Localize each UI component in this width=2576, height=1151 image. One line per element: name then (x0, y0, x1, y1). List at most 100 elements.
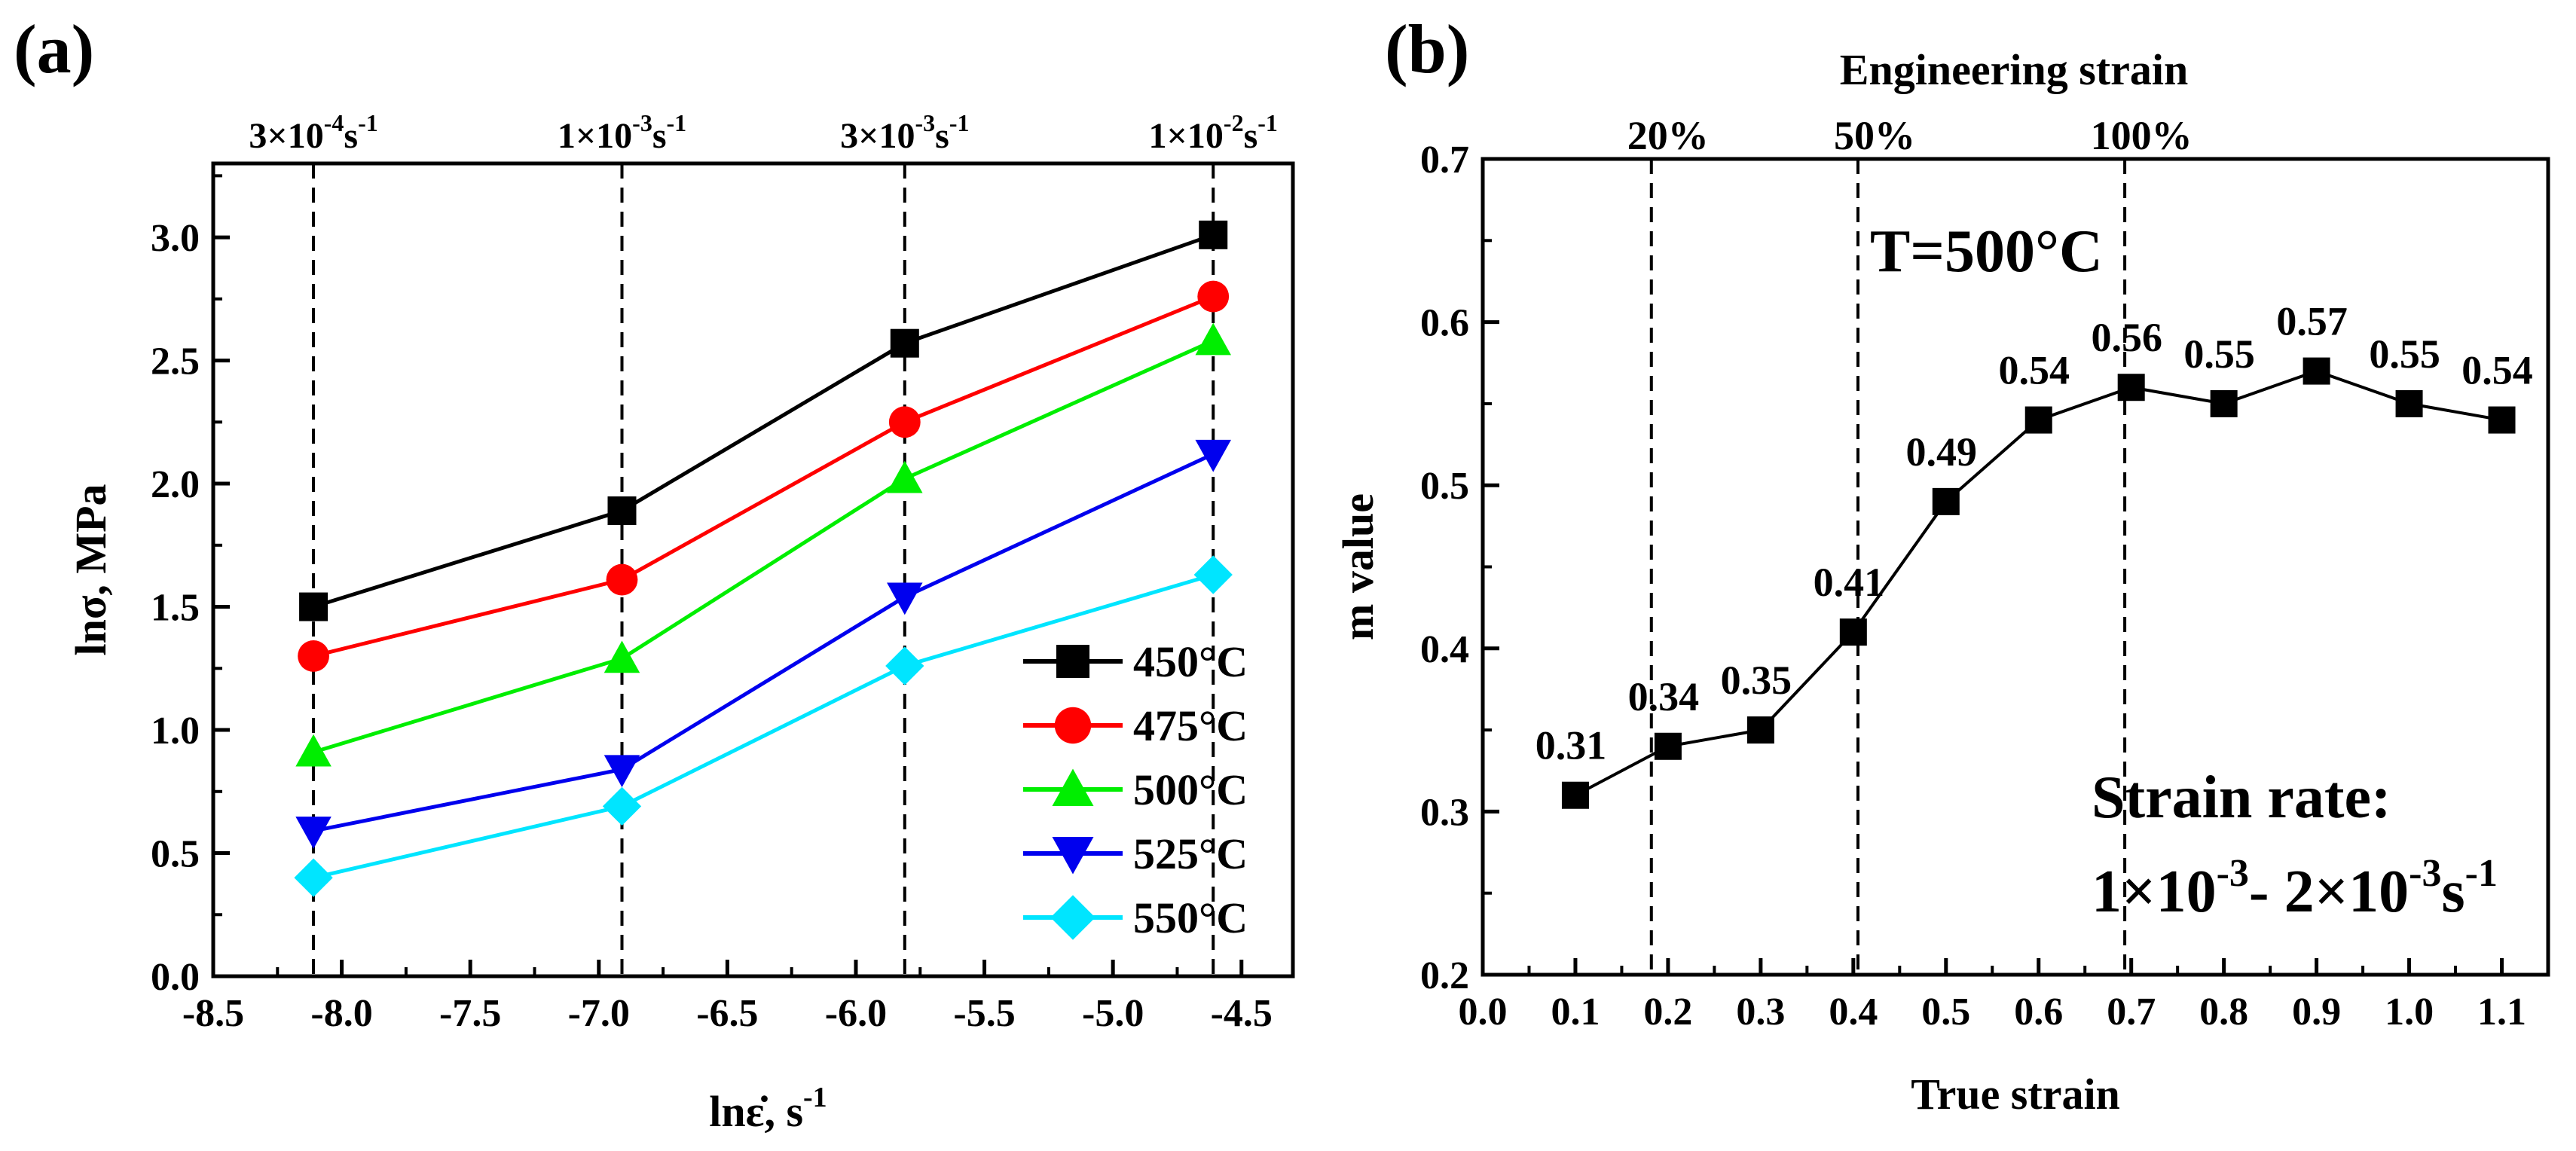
legend-marker-1 (1054, 707, 1092, 744)
series-0-point-2 (890, 328, 919, 358)
series-0-point-0 (299, 592, 328, 621)
top-axis-title-b: Engineering strain (1840, 45, 2188, 94)
series-3-point-0 (295, 817, 332, 849)
top-label-b: 20% (1627, 113, 1709, 158)
m-value-point-2 (1746, 716, 1774, 744)
x-tick-label-a: -8.0 (310, 992, 372, 1035)
m-value-point-5 (2024, 406, 2052, 434)
y-tick-label-b: 0.6 (1420, 302, 1469, 345)
x-tick-label-a: -5.0 (1082, 992, 1144, 1035)
m-value-point-4 (1932, 487, 1960, 515)
series-0-point-1 (607, 496, 637, 526)
series-3-point-2 (887, 582, 923, 615)
x-tick-label-a: -4.5 (1211, 992, 1273, 1035)
top-label-a: 1×10-3s-1 (558, 109, 686, 156)
m-value-point-6 (2117, 374, 2145, 401)
strain-rate-value: 1×10-3- 2×10-3s-1 (2092, 852, 2498, 925)
legend-label-3: 525°C (1133, 829, 1248, 878)
y-tick-label-b: 0.7 (1420, 139, 1469, 182)
data-label-b: 0.31 (1536, 723, 1607, 768)
series-line-0 (313, 233, 1215, 609)
top-label-a: 3×10-3s-1 (840, 109, 969, 156)
m-value-line (1575, 369, 2502, 797)
y-tick-label-a: 0.5 (151, 833, 200, 876)
x-tick-label-b: 0.2 (1643, 991, 1692, 1033)
legend-label-2: 500°C (1133, 765, 1248, 814)
y-tick-label-b: 0.4 (1420, 628, 1469, 671)
m-value-point-1 (1654, 732, 1682, 760)
series-line-1 (313, 295, 1215, 658)
panel-label-a: (a) (14, 11, 94, 87)
series-3-point-3 (1195, 439, 1231, 472)
x-tick-label-b: 0.4 (1829, 991, 1878, 1033)
series-4-point-0 (294, 858, 333, 897)
series-1-point-2 (888, 406, 921, 438)
legend-label-1: 475°C (1133, 701, 1248, 750)
x-tick-label-a: -7.5 (439, 992, 501, 1035)
legend-marker-4 (1050, 895, 1095, 940)
data-label-b: 0.54 (1998, 348, 2070, 393)
data-label-b: 0.55 (2183, 331, 2255, 377)
panel-b: (b) 0.31 0.34 0.35 0.41 0.49 0.54 0.56 0.55 0.57 0… (1334, 11, 2550, 1119)
y-tick-label-a: 2.5 (151, 340, 200, 383)
m-value-point-8 (2303, 357, 2330, 385)
series-2-point-2 (887, 460, 923, 493)
panel-label-b: (b) (1385, 11, 1469, 87)
data-label-b: 0.55 (2369, 331, 2440, 377)
series-2-point-0 (295, 734, 332, 767)
series-1-point-1 (606, 563, 638, 596)
y-axis-title-b: m value (1334, 493, 1383, 640)
x-axis-title-a: lnε̇, s-1 (709, 1082, 827, 1136)
series-3-point-1 (604, 755, 640, 788)
series-4-point-1 (602, 786, 642, 826)
y-axis-title-a: lnσ, MPa (66, 484, 115, 655)
series-4-point-3 (1193, 555, 1233, 594)
data-label-b: 0.34 (1628, 674, 1700, 719)
panel-a: (a) -8.5 -8.0 -7.5 -7.0 -6.5 -6.0 -5.5 -5.0 -4.5 0… (14, 11, 1295, 1136)
data-label-b: 0.49 (1906, 429, 1978, 475)
data-label-b: 0.41 (1814, 560, 1885, 605)
y-tick-label-b: 0.2 (1420, 954, 1469, 997)
y-tick-label-a: 2.0 (151, 463, 200, 506)
legend-a: 450°C 475°C 500°C 525°C 550°C (1023, 637, 1248, 942)
y-tick-label-a: 3.0 (151, 217, 200, 260)
x-tick-label-a: -7.0 (568, 992, 630, 1035)
y-tick-label-b: 0.5 (1420, 465, 1469, 508)
x-tick-label-b: 0.6 (2014, 991, 2063, 1033)
series-4-point-2 (885, 646, 924, 685)
m-value-point-7 (2210, 389, 2238, 417)
legend-marker-0 (1056, 645, 1089, 678)
series-line-4 (313, 572, 1214, 880)
x-tick-label-b: 0.9 (2292, 991, 2341, 1033)
series-1-point-3 (1197, 280, 1230, 313)
x-tick-label-b: 0.3 (1736, 991, 1785, 1033)
series-line-2 (313, 339, 1215, 754)
y-tick-label-a: 1.5 (151, 587, 200, 630)
top-label-a: 1×10-2s-1 (1149, 109, 1278, 156)
legend-label-4: 550°C (1133, 893, 1248, 942)
x-axis-title-b: True strain (1911, 1070, 2120, 1119)
strain-rate-title: Strain rate: (2092, 765, 2391, 831)
m-value-point-10 (2488, 406, 2516, 434)
series-line-3 (313, 452, 1215, 833)
top-label-a: 3×10-4s-1 (249, 109, 377, 156)
x-tick-label-a: -8.5 (182, 992, 244, 1035)
axes-frame-a (211, 161, 1295, 979)
data-label-b: 0.57 (2276, 299, 2348, 344)
x-tick-label-a: -6.5 (696, 992, 758, 1035)
top-label-b: 50% (1834, 113, 1915, 158)
temperature-annotation: T=500°C (1870, 218, 2103, 285)
x-tick-label-b: 0.0 (1459, 991, 1508, 1033)
m-value-point-9 (2395, 389, 2423, 417)
x-tick-label-b: 0.8 (2199, 991, 2248, 1033)
data-label-b: 0.56 (2091, 315, 2162, 360)
x-tick-label-a: -5.5 (953, 992, 1015, 1035)
y-tick-label-a: 0.0 (151, 956, 200, 999)
series-2-point-3 (1195, 322, 1231, 356)
series-2-point-1 (604, 640, 640, 673)
data-label-b: 0.35 (1721, 658, 1792, 703)
legend-label-0: 450°C (1133, 637, 1248, 686)
m-value-point-3 (1839, 618, 1867, 646)
y-tick-label-b: 0.3 (1420, 791, 1469, 834)
